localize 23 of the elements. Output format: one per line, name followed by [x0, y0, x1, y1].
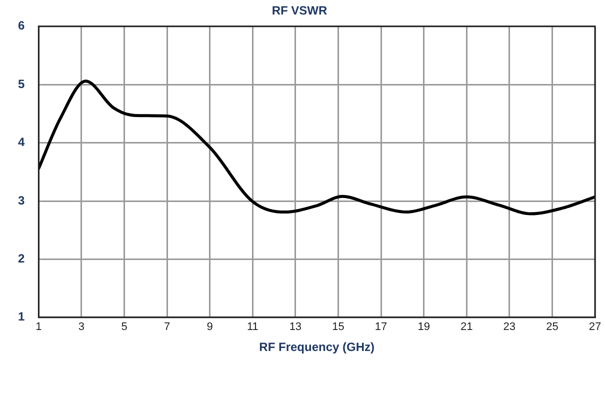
x-tick-label: 1	[36, 321, 42, 334]
line-series	[38, 80, 595, 216]
x-tick-label: 9	[206, 321, 213, 334]
chart-title: RF VSWR	[272, 4, 328, 18]
y-tick-label: 1	[18, 310, 25, 324]
y-tick-label: 5	[18, 76, 25, 91]
x-tick-label: 3	[78, 321, 85, 334]
y-tick-label: 6	[18, 18, 25, 33]
x-tick-label: 25	[546, 321, 558, 334]
x-tick-label: 7	[164, 321, 170, 334]
x-tick-label: 15	[332, 321, 344, 334]
y-tick-label: 3	[18, 193, 25, 208]
y-tick-label: 4	[18, 135, 25, 150]
x-tick-label: 23	[503, 321, 516, 334]
x-tick-label: 27	[588, 321, 602, 334]
x-tick-label: 19	[418, 321, 430, 334]
x-tick-label: 13	[289, 321, 302, 334]
x-tick-label: 17	[374, 321, 388, 334]
y-tick-label: 2	[18, 252, 25, 266]
x-axis-title: RF Frequency (GHz)	[259, 340, 375, 354]
x-tick-label: 21	[460, 321, 473, 334]
x-tick-label: 5	[121, 321, 128, 334]
x-tick-label: 11	[246, 321, 258, 334]
